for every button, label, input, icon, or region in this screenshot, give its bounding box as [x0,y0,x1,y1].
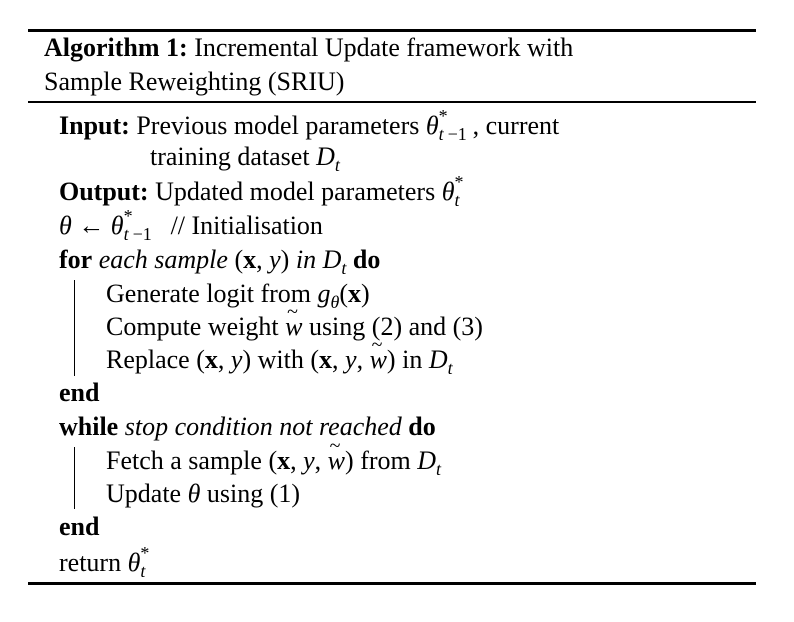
compute-line: Compute weight w using (2) and (3) [106,296,483,343]
mid-rule [28,101,756,103]
for-block-bar [74,280,75,376]
algorithm-label: Algorithm 1: [44,33,188,62]
replace-text-2: with [257,345,304,374]
input-text-3: training dataset [150,142,310,171]
update-text-2: using (1) [206,479,301,508]
fetch-text-2: from [360,446,411,475]
end-for-keyword: end [59,378,100,407]
algorithm-title-line2: Sample Reweighting (SRIU) [44,67,345,96]
output-line: Output: Updated model parameters θ * t [59,172,464,210]
bottom-rule [28,582,756,585]
init-comment: // Initialisation [170,211,323,240]
while-keyword: while [59,412,119,441]
end-while-keyword: end [59,512,100,541]
output-keyword: Output: [59,177,149,206]
for-do-keyword: do [352,245,381,274]
for-keyword: for [59,245,93,274]
return-text: return [59,548,122,577]
replace-text-3: in [402,345,423,374]
input-line: Input: Previous model parameters θ * t −1, … [59,106,560,144]
input-keyword: Input: [59,111,130,140]
replace-text-1: Replace [106,345,190,374]
output-text: Updated model parameters [155,177,436,206]
compute-text-2: using (2) and (3) [308,312,483,341]
algorithm-title-line1: Incremental Update framework with [194,33,574,62]
while-block-bar [74,447,75,509]
input-text-2: , current [472,111,560,140]
top-rule [28,29,756,32]
input-text-1: Previous model parameters [136,111,420,140]
update-text-1: Update [106,479,182,508]
generate-line: Generate logit from gθ(x) [106,279,370,312]
update-line: Update θ using (1) [106,479,301,508]
while-do-keyword: do [408,412,436,441]
fetch-text-1: Fetch a sample [106,446,262,475]
while-condition: stop condition not reached [124,412,402,441]
input-line-2: training dataset Dt [150,142,340,175]
compute-text-1: Compute weight [106,312,279,341]
for-line: for each sample (x, y) in Dt do [59,245,381,278]
for-in: in [295,245,317,274]
return-line: return θ * t [59,543,150,581]
generate-text: Generate logit from [106,279,312,308]
replace-line: Replace (x, y) with (x, y, w) in Dt [106,329,453,377]
fetch-line: Fetch a sample (x, y, w) from Dt [106,430,441,478]
for-condition: each sample [98,245,228,274]
init-line: θ ← θ * t −1 // Initialisation [59,206,323,244]
while-line: while stop condition not reached do [59,411,436,443]
algorithm-caption: Algorithm 1: Incremental Update framewor… [44,31,744,99]
